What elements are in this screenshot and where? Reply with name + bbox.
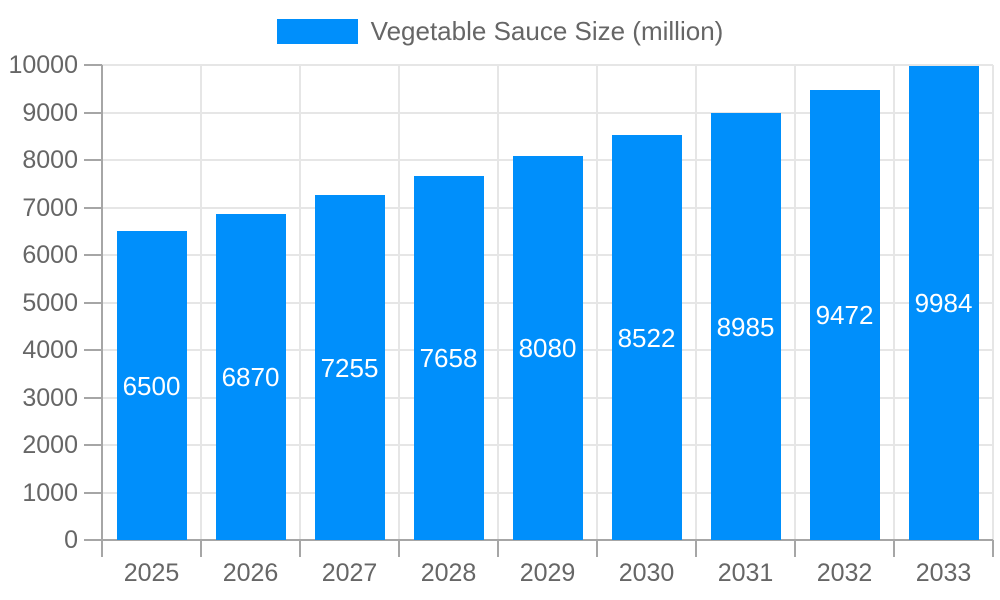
- bar[interactable]: 7255: [314, 195, 385, 540]
- y-tick: [84, 206, 102, 209]
- bar-value-label: 8985: [716, 311, 775, 342]
- x-tick: [398, 540, 400, 557]
- y-tick-label: 9000: [22, 98, 78, 127]
- h-gridline: [102, 64, 993, 66]
- x-tick: [299, 540, 301, 557]
- x-tick: [101, 540, 103, 557]
- y-tick: [84, 159, 102, 161]
- bar-value-label: 6500: [122, 370, 181, 401]
- x-tick-label: 2025: [123, 559, 180, 587]
- x-tick-label: 2028: [420, 559, 477, 587]
- x-tick-label: 2032: [816, 559, 873, 587]
- legend-label: Vegetable Sauce Size (million): [370, 16, 724, 46]
- y-tick: [84, 539, 102, 541]
- y-tick-label: 2000: [22, 431, 78, 459]
- legend-item[interactable]: Vegetable Sauce Size (million): [276, 16, 724, 46]
- bar-value-label: 9472: [815, 300, 874, 331]
- v-gridline: [695, 65, 697, 540]
- bar[interactable]: 6870: [215, 213, 286, 540]
- x-tick: [497, 540, 499, 557]
- x-axis-line: [84, 539, 993, 541]
- v-gridline: [398, 65, 400, 540]
- y-tick-label: 3000: [22, 383, 78, 412]
- x-tick: [200, 540, 202, 557]
- x-tick-label: 2027: [321, 559, 378, 587]
- v-gridline: [497, 65, 499, 540]
- y-tick-label: 10000: [8, 51, 78, 79]
- y-tick: [84, 349, 102, 351]
- y-tick: [84, 396, 102, 399]
- bar[interactable]: 9472: [809, 90, 880, 540]
- x-tick-label: 2031: [717, 559, 774, 587]
- legend-swatch: [276, 18, 358, 44]
- v-gridline: [992, 65, 994, 540]
- x-tick: [992, 540, 994, 557]
- bar[interactable]: 8080: [512, 156, 583, 540]
- bar-value-label: 8522: [617, 322, 676, 353]
- x-tick: [893, 540, 895, 557]
- bar-value-label: 6870: [221, 361, 280, 392]
- y-tick-label: 7000: [22, 193, 78, 222]
- y-tick: [84, 444, 102, 446]
- x-tick-label: 2033: [915, 559, 972, 587]
- legend: Vegetable Sauce Size (million): [0, 16, 1000, 46]
- y-tick-label: 4000: [22, 336, 78, 364]
- y-tick: [84, 301, 102, 304]
- x-tick-label: 2026: [222, 559, 279, 587]
- v-gridline: [596, 65, 598, 540]
- y-tick-label: 0: [64, 526, 78, 554]
- bar[interactable]: 6500: [116, 231, 187, 540]
- y-tick: [84, 491, 102, 494]
- bar[interactable]: 7658: [413, 176, 484, 540]
- x-tick: [596, 540, 598, 557]
- x-tick-label: 2029: [519, 559, 576, 587]
- bar-value-label: 8080: [518, 333, 577, 364]
- x-tick: [695, 540, 697, 557]
- y-tick: [84, 64, 102, 66]
- bar-value-label: 7658: [419, 343, 478, 374]
- bar-value-label: 9984: [914, 287, 973, 318]
- y-tick-label: 1000: [22, 478, 78, 507]
- bar[interactable]: 9984: [908, 65, 979, 540]
- bar[interactable]: 8522: [611, 135, 682, 540]
- y-tick-label: 5000: [22, 288, 78, 317]
- x-tick: [794, 540, 796, 557]
- y-tick-label: 6000: [22, 241, 78, 269]
- v-gridline: [893, 65, 895, 540]
- bar-value-label: 7255: [320, 352, 379, 383]
- y-tick: [84, 254, 102, 256]
- bar[interactable]: 8985: [710, 113, 781, 540]
- v-gridline: [794, 65, 796, 540]
- y-tick: [84, 111, 102, 114]
- y-axis-line: [101, 65, 103, 557]
- x-tick-label: 2030: [618, 559, 675, 587]
- v-gridline: [299, 65, 301, 540]
- h-gridline: [102, 111, 993, 114]
- v-gridline: [200, 65, 202, 540]
- y-tick-label: 8000: [22, 146, 78, 174]
